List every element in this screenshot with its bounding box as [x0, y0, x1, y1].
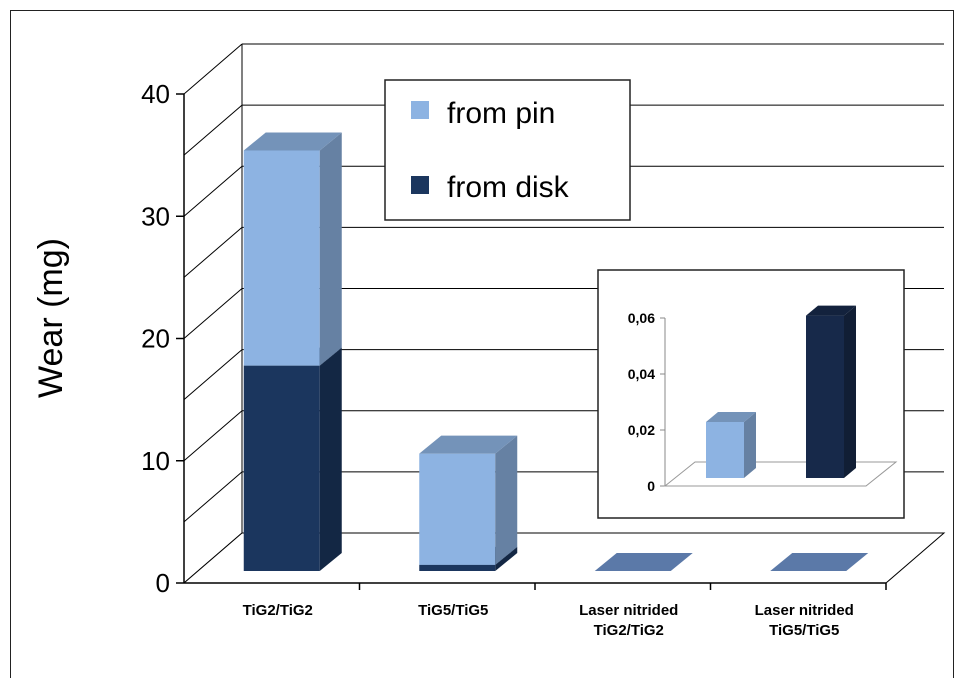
inset-y-tick-label: 0,04	[628, 366, 655, 382]
legend-swatch-from-disk	[411, 176, 429, 194]
y-tick-label: 20	[141, 324, 170, 354]
legend-label-from-disk: from disk	[447, 171, 570, 204]
bar-flat	[770, 553, 869, 571]
bar-segment-front	[419, 453, 496, 565]
inset-bar-front	[706, 422, 744, 478]
gridline-diagonal	[183, 471, 243, 523]
x-tick-label: Laser nitrided	[579, 602, 678, 619]
x-tick-label: TiG5/TiG5	[769, 622, 839, 639]
legend-label-from-pin: from pin	[447, 97, 555, 130]
y-tick-label: 0	[156, 568, 170, 598]
category-labels: TiG2/TiG2 TiG5/TiG5 Laser nitrided TiG2/TiG…	[243, 583, 887, 639]
bar-segment-side	[495, 546, 518, 571]
inset-bar-top	[806, 305, 856, 316]
inset-bar	[706, 412, 756, 478]
y-tick-label: 30	[141, 201, 170, 231]
inset-bar-top	[706, 412, 756, 422]
bar-segment-side	[495, 435, 518, 565]
gridline-diagonal	[183, 104, 243, 156]
bar-segment	[419, 435, 518, 565]
x-tick-label: TiG2/TiG2	[243, 602, 313, 619]
inset-y-tick-label: 0	[647, 478, 655, 494]
bar-flat	[594, 553, 693, 571]
legend: from pin from disk	[384, 79, 631, 221]
y-tick-label: 40	[141, 79, 170, 109]
inset-chart: 0 0,02 0,04 0,06	[597, 269, 905, 519]
x-tick-label: TiG2/TiG2	[594, 622, 664, 639]
inset-bar-side	[844, 305, 856, 478]
x-tick-label: TiG5/TiG5	[418, 602, 488, 619]
inset-y-tick-label: 0,02	[628, 422, 655, 438]
inset-bar	[806, 305, 856, 478]
inset-bar-front	[806, 315, 844, 478]
y-axis-label: Wear (mg)	[32, 238, 70, 398]
bar-segment-front	[243, 150, 320, 366]
bar-segment	[243, 347, 342, 571]
gridline-diagonal	[183, 349, 243, 401]
bars	[243, 132, 869, 571]
bar-segment-front	[243, 365, 320, 571]
bar-segment-top	[243, 132, 342, 151]
bar-segment-top	[419, 435, 518, 454]
axes: 0 10 20 30 40	[141, 79, 946, 598]
gridline-diagonal	[183, 410, 243, 462]
legend-swatch-from-pin	[411, 101, 429, 119]
inset-floor	[663, 461, 898, 487]
gridline-diagonal	[183, 288, 243, 339]
y-tick-label: 10	[141, 446, 170, 476]
gridline-diagonal	[183, 165, 243, 217]
bar-segment-front	[419, 564, 496, 571]
bar-segment-side	[319, 347, 342, 571]
gridline-diagonal	[183, 43, 243, 95]
x-tick-label: Laser nitrided	[755, 602, 854, 619]
bar-segment	[243, 132, 342, 366]
inset-y-tick-label: 0,06	[628, 310, 655, 326]
bar-segment-side	[319, 132, 342, 366]
inset-bar-side	[744, 412, 756, 478]
gridline-diagonal	[183, 226, 243, 278]
